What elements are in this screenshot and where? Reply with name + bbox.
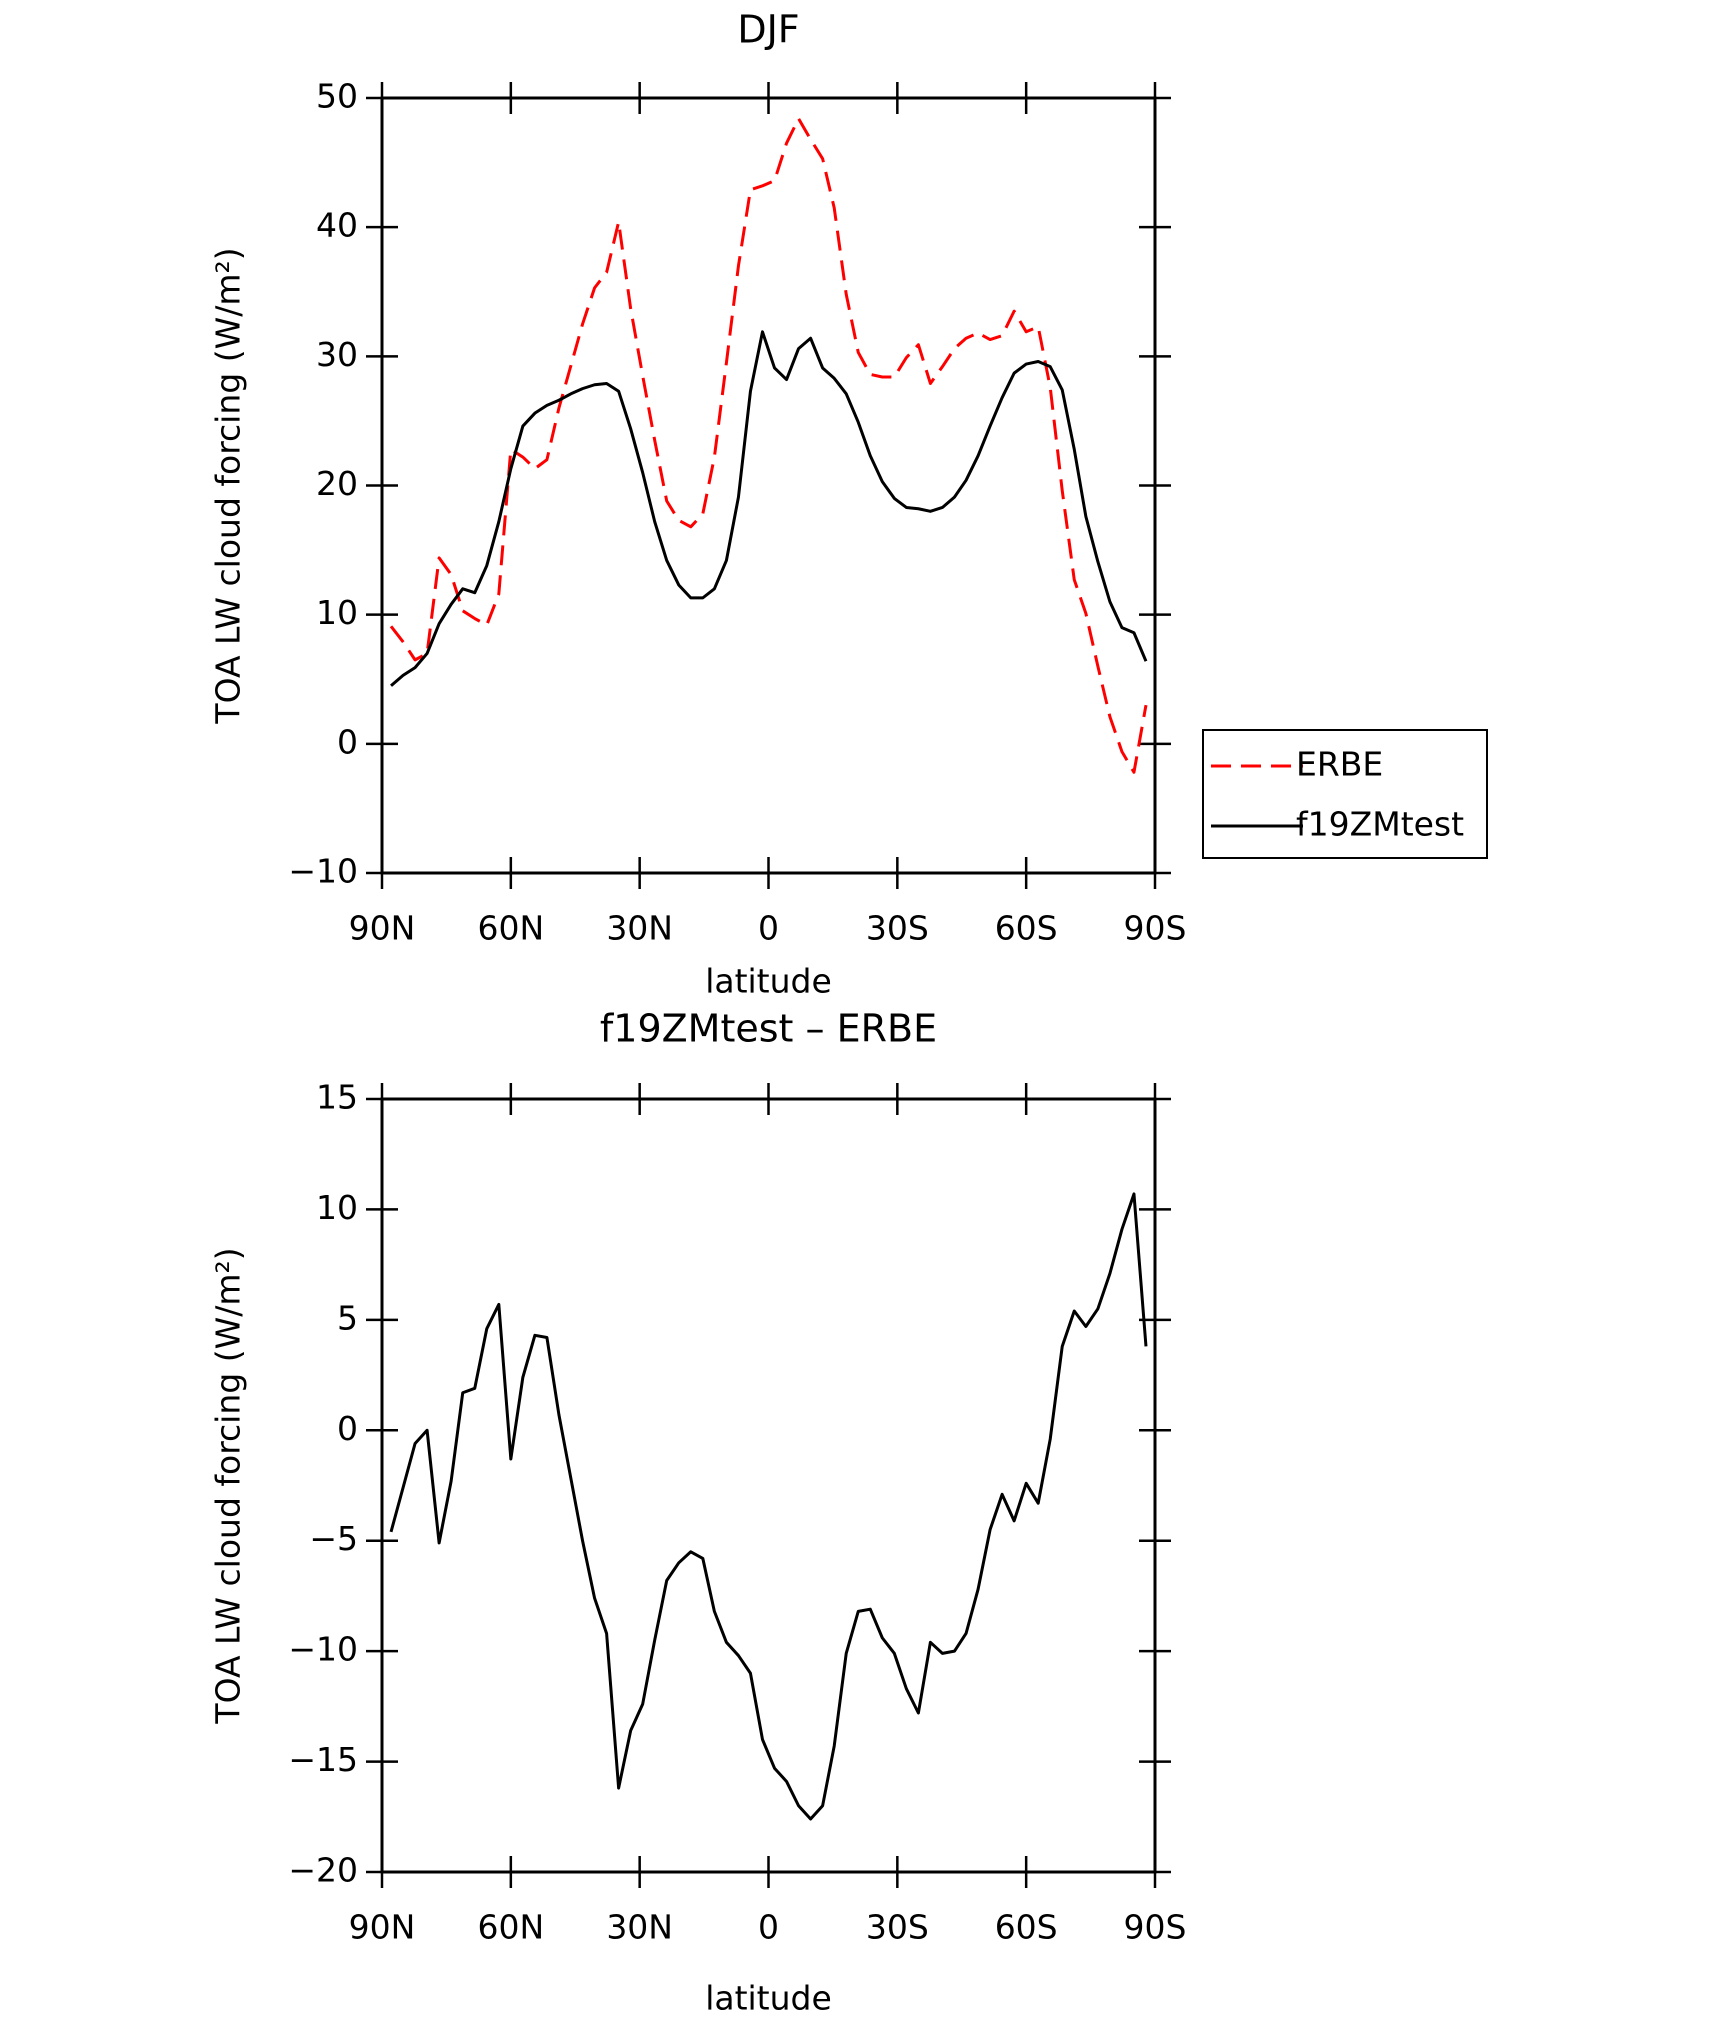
- y-tick-label: −10: [288, 852, 358, 891]
- x-tick-label: 30N: [606, 909, 673, 948]
- legend-label: f19ZMtest: [1296, 805, 1464, 844]
- x-tick-label: 30S: [866, 909, 929, 948]
- y-tick-label: 20: [316, 464, 358, 503]
- y-tick-label: −20: [288, 1851, 358, 1890]
- y-axis-label: TOA LW cloud forcing (W/m²): [209, 1247, 248, 1724]
- x-axis-label: latitude: [705, 1979, 832, 2018]
- x-tick-label: 60S: [995, 909, 1058, 948]
- legend-label: ERBE: [1296, 745, 1383, 784]
- x-tick-label: 60N: [477, 909, 544, 948]
- x-tick-label: 30N: [606, 1908, 673, 1947]
- y-tick-label: 0: [337, 1409, 358, 1448]
- y-tick-label: 10: [316, 593, 358, 632]
- y-tick-label: 30: [316, 335, 358, 374]
- x-axis-label: latitude: [705, 962, 832, 1001]
- x-tick-label: 60S: [995, 1908, 1058, 1947]
- x-tick-label: 30S: [866, 1908, 929, 1947]
- y-tick-label: 5: [337, 1298, 358, 1337]
- y-tick-label: 10: [316, 1188, 358, 1227]
- plot-frame: [380, 1097, 1157, 1874]
- x-tick-label: 90S: [1124, 1908, 1187, 1947]
- plot-frame: [380, 96, 1157, 875]
- y-tick-label: −15: [288, 1740, 358, 1779]
- data-line: [389, 117, 1148, 774]
- y-tick-label: 50: [316, 77, 358, 116]
- x-tick-label: 90S: [1124, 909, 1187, 948]
- x-tick-label: 0: [758, 1908, 779, 1947]
- chart-title: DJF: [737, 8, 799, 52]
- y-tick-label: −10: [288, 1630, 358, 1669]
- y-tick-label: 0: [337, 722, 358, 761]
- y-tick-label: −5: [309, 1519, 358, 1558]
- data-line: [390, 330, 1148, 687]
- chart-panel: DJF latitude TOA LW cloud forcing (W/m²) 90…: [209, 8, 1488, 1001]
- x-tick-label: 90N: [349, 1908, 416, 1947]
- x-tick-label: 90N: [349, 909, 416, 948]
- x-tick-label: 60N: [477, 1908, 544, 1947]
- y-axis-label: TOA LW cloud forcing (W/m²): [209, 247, 248, 724]
- chart-title: f19ZMtest – ERBE: [600, 1007, 937, 1051]
- x-tick-label: 0: [758, 909, 779, 948]
- legend-box: [1202, 729, 1488, 859]
- data-line: [389, 1192, 1148, 1821]
- y-tick-label: 15: [316, 1078, 358, 1117]
- chart-panel: f19ZMtest – ERBE latitude TOA LW cloud for…: [209, 1007, 1187, 2018]
- y-tick-label: 40: [316, 206, 358, 245]
